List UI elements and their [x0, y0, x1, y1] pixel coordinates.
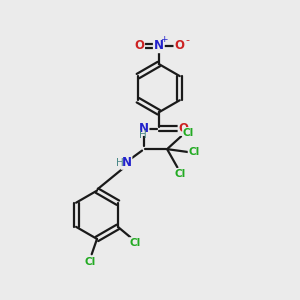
Text: O: O — [174, 39, 184, 52]
Text: N: N — [139, 122, 148, 135]
Text: H: H — [116, 158, 124, 168]
Text: Cl: Cl — [188, 147, 200, 157]
Text: Cl: Cl — [175, 169, 186, 179]
Text: -: - — [186, 35, 190, 46]
Text: N: N — [122, 156, 131, 169]
Text: Cl: Cl — [85, 257, 96, 267]
Text: H: H — [139, 130, 147, 140]
Text: O: O — [134, 39, 144, 52]
Text: O: O — [178, 122, 189, 135]
Text: N: N — [154, 39, 164, 52]
Text: +: + — [160, 35, 168, 44]
Text: Cl: Cl — [129, 238, 141, 248]
Text: Cl: Cl — [183, 128, 194, 138]
